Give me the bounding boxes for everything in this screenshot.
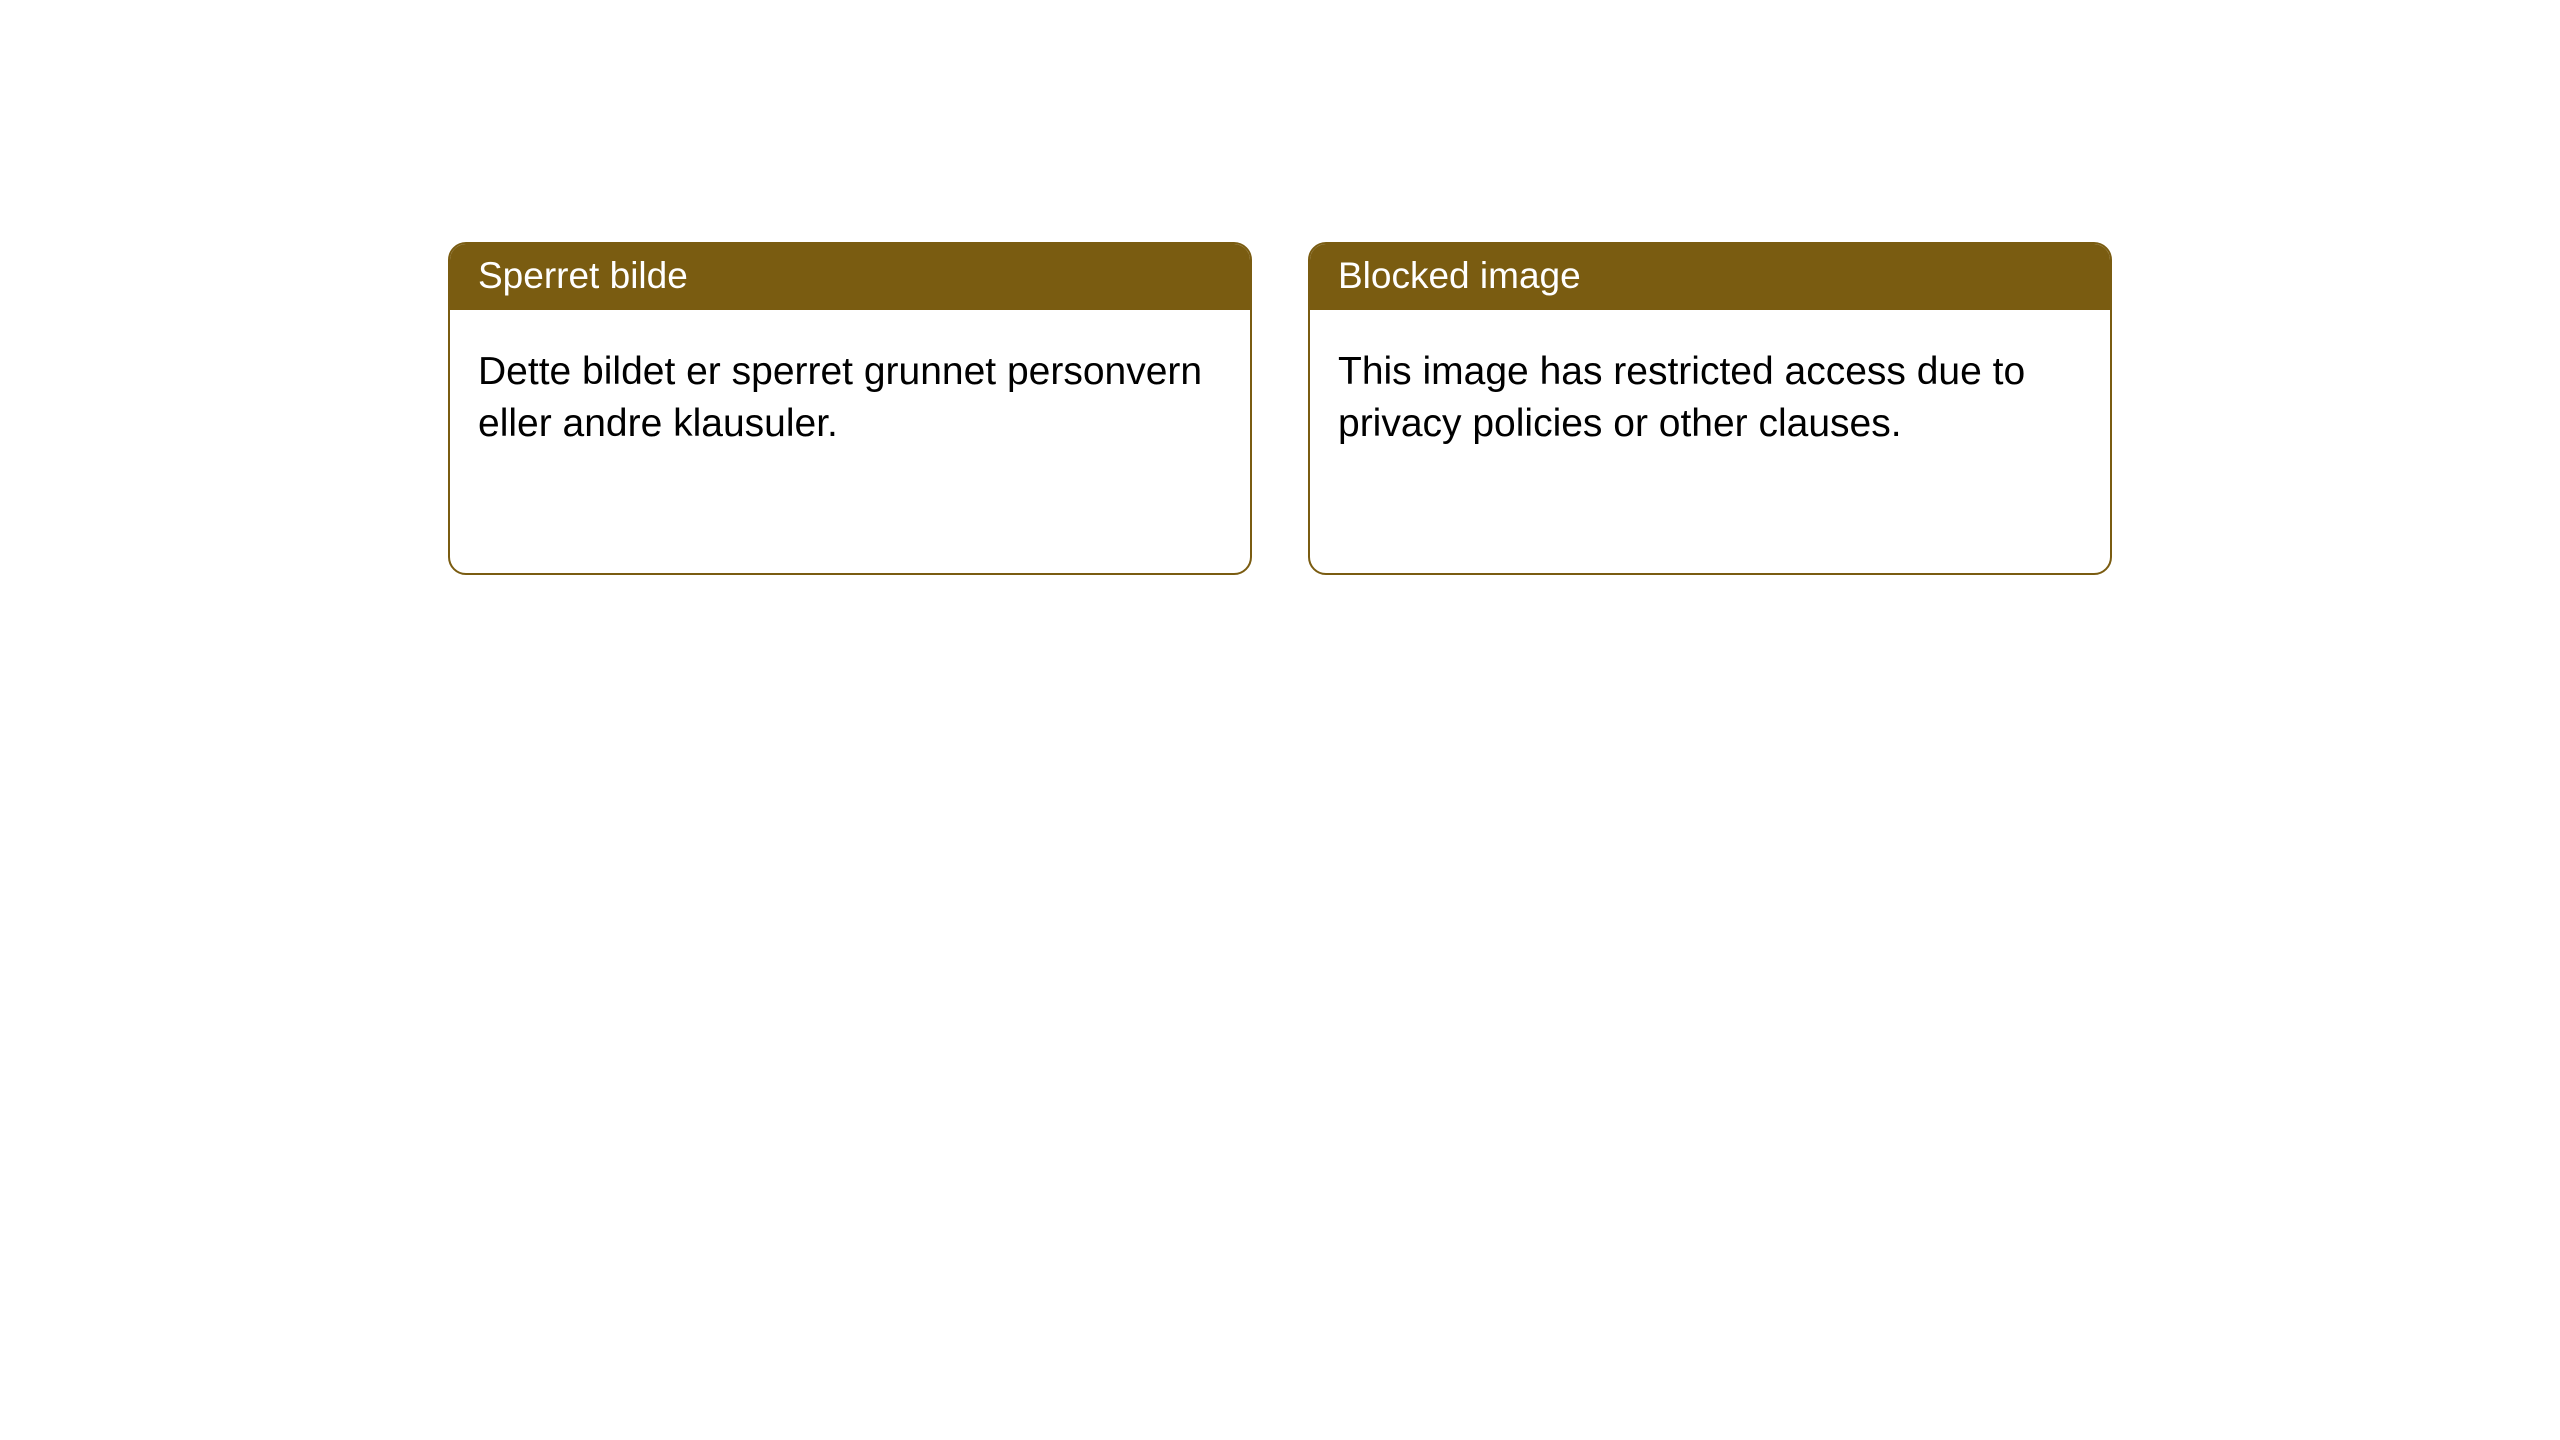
notice-container: Sperret bilde Dette bildet er sperret gr… [0, 0, 2560, 575]
notice-card-english: Blocked image This image has restricted … [1308, 242, 2112, 575]
notice-title: Blocked image [1310, 244, 2110, 310]
notice-title: Sperret bilde [450, 244, 1250, 310]
notice-body: Dette bildet er sperret grunnet personve… [450, 310, 1250, 477]
notice-body: This image has restricted access due to … [1310, 310, 2110, 477]
notice-card-norwegian: Sperret bilde Dette bildet er sperret gr… [448, 242, 1252, 575]
